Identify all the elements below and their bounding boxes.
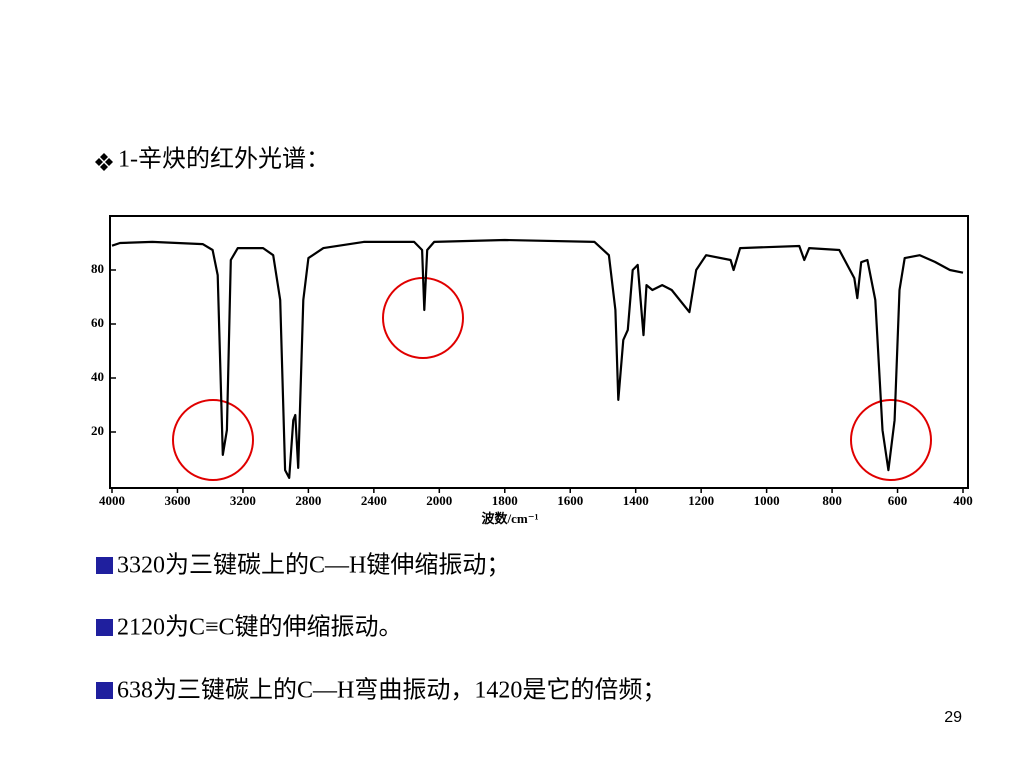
x-axis-label: 波数/cm⁻¹ xyxy=(482,511,539,526)
y-tick-label: 60 xyxy=(91,315,104,330)
x-tick-label: 1800 xyxy=(492,493,518,508)
y-tick-label: 20 xyxy=(91,423,104,438)
highlight-circle xyxy=(172,399,254,481)
x-tick-label: 2400 xyxy=(361,493,387,508)
bullet-text: 3320为三键碳上的C—H键伸缩振动； xyxy=(117,552,510,579)
x-tick-label: 4000 xyxy=(99,493,125,508)
x-tick-label: 3600 xyxy=(164,493,190,508)
y-tick-label: 80 xyxy=(91,261,104,276)
x-tick-label: 800 xyxy=(822,493,842,508)
x-tick-label: 1200 xyxy=(688,493,714,508)
bullet-square xyxy=(96,682,113,699)
highlight-circle xyxy=(850,399,932,481)
x-tick-label: 1400 xyxy=(623,493,649,508)
x-tick-label: 1000 xyxy=(754,493,780,508)
bullet-icon xyxy=(95,153,113,171)
x-tick-label: 3200 xyxy=(230,493,256,508)
x-tick-label: 2800 xyxy=(295,493,321,508)
bullet-text: 2120为C≡C键的伸缩振动。 xyxy=(117,614,403,641)
bullet-text: 638为三键碳上的C—H弯曲振动，1420是它的倍频； xyxy=(117,677,666,704)
heading-bullet xyxy=(95,153,113,171)
spectrum-line xyxy=(111,238,964,479)
plot-frame xyxy=(109,215,969,489)
y-tick-label: 40 xyxy=(91,369,104,384)
x-tick-label: 1600 xyxy=(557,493,583,508)
x-tick-label: 600 xyxy=(888,493,908,508)
page-number: 29 xyxy=(944,709,962,726)
bullet-square xyxy=(96,557,113,574)
heading: 1-辛炔的红外光谱： xyxy=(118,146,330,173)
x-tick-label: 2000 xyxy=(426,493,452,508)
x-tick-label: 400 xyxy=(953,493,973,508)
bullet-square xyxy=(96,619,113,636)
